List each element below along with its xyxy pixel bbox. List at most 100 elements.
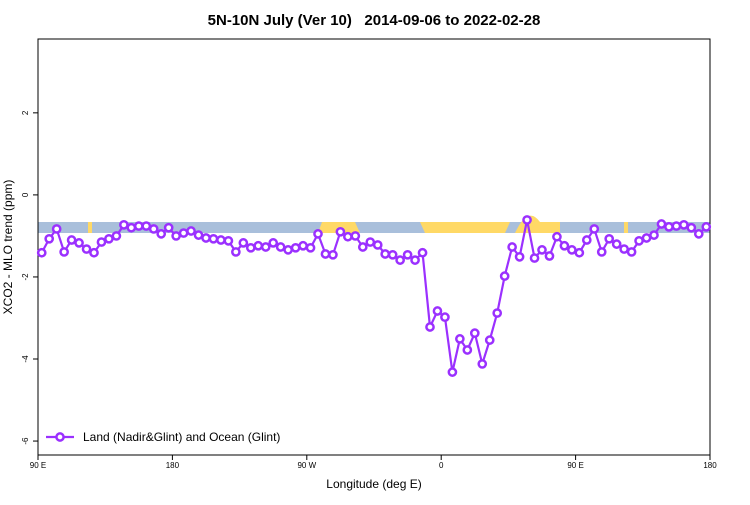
y-tick-label: 2 (21, 110, 30, 115)
data-point (59, 247, 69, 257)
data-point (656, 219, 667, 229)
x-tick-label: 90 E (567, 461, 583, 470)
data-point (589, 224, 600, 234)
data-point (163, 222, 174, 233)
data-point (395, 255, 405, 265)
data-point (350, 231, 361, 241)
data-point (469, 328, 480, 339)
data-point (529, 253, 540, 263)
data-point (275, 242, 286, 252)
y-tick-label: -6 (21, 437, 30, 445)
data-point (51, 224, 62, 234)
data-point (574, 247, 585, 258)
plot-frame (37, 38, 711, 456)
data-point (462, 345, 473, 355)
data-point (36, 247, 47, 258)
land-patch (420, 222, 510, 233)
data-point (298, 240, 308, 251)
x-axis-label: Longitude (deg E) (326, 477, 421, 491)
data-point (148, 224, 159, 234)
data-point (484, 335, 495, 345)
data-point (477, 359, 488, 369)
data-point (133, 221, 144, 231)
data-point (455, 334, 465, 344)
land-ocean-strip (38, 215, 710, 233)
data-point (679, 219, 689, 230)
data-point (522, 215, 532, 225)
data-point (514, 251, 525, 262)
data-point (664, 222, 674, 232)
data-point (596, 247, 607, 257)
x-tick-label: 180 (703, 461, 717, 470)
data-point (44, 233, 55, 244)
data-point (552, 231, 562, 242)
data-point (320, 249, 331, 259)
series (36, 215, 712, 377)
data-point (81, 244, 92, 254)
x-tick-label: 180 (166, 461, 180, 470)
data-point (641, 233, 652, 243)
y-axis-label: XCO2 - MLO trend (ppm) (1, 180, 15, 315)
data-point (559, 240, 570, 251)
data-point (499, 271, 510, 281)
land-patch (624, 222, 628, 233)
data-point (425, 322, 435, 332)
data-point (126, 222, 137, 233)
data-point (171, 231, 181, 241)
data-point (231, 247, 241, 257)
data-point (701, 222, 712, 232)
data-point (119, 219, 129, 230)
data-point (380, 249, 391, 259)
data-point (201, 233, 211, 243)
data-point (96, 237, 107, 247)
data-point (283, 245, 293, 255)
data-point (313, 229, 323, 239)
x-tick-label: 90 E (30, 461, 46, 470)
y-tick-label: 0 (21, 192, 30, 197)
data-point (238, 238, 249, 248)
chart-title: 5N-10N July (Ver 10) 2014-09-06 to 2022-… (208, 12, 541, 29)
y-tick-label: -4 (21, 355, 30, 363)
data-point (619, 244, 629, 254)
data-point (328, 249, 338, 260)
data-point (253, 240, 264, 251)
data-point (581, 235, 592, 245)
data-point (611, 239, 622, 249)
data-point (260, 242, 271, 252)
data-point (649, 230, 659, 240)
data-point (410, 255, 420, 265)
data-point (178, 228, 189, 238)
land-patch (540, 222, 560, 233)
data-point (634, 235, 644, 246)
data-point (223, 235, 234, 246)
data-point (186, 226, 196, 236)
data-point (357, 242, 368, 252)
data-point (245, 242, 256, 253)
data-point (537, 245, 547, 255)
ocean-band (38, 222, 710, 233)
data-point (156, 229, 167, 239)
data-point (216, 235, 226, 245)
land-patch (88, 222, 92, 233)
data-point (440, 312, 450, 323)
data-point (417, 247, 428, 258)
data-point (89, 247, 99, 258)
data-point (567, 245, 577, 255)
data-point (544, 251, 555, 261)
data-point (626, 247, 637, 257)
data-point (447, 367, 458, 377)
data-point (104, 233, 114, 244)
data-point (335, 226, 346, 237)
data-point (671, 221, 682, 231)
data-point (305, 242, 316, 253)
x-tick-label: 0 (439, 461, 444, 470)
data-point (290, 242, 301, 253)
legend-marker (55, 432, 65, 442)
data-point (365, 237, 376, 247)
data-point (693, 229, 704, 239)
data-point (141, 221, 152, 231)
data-point (432, 306, 443, 316)
data-point (193, 230, 204, 240)
data-point (268, 238, 279, 248)
